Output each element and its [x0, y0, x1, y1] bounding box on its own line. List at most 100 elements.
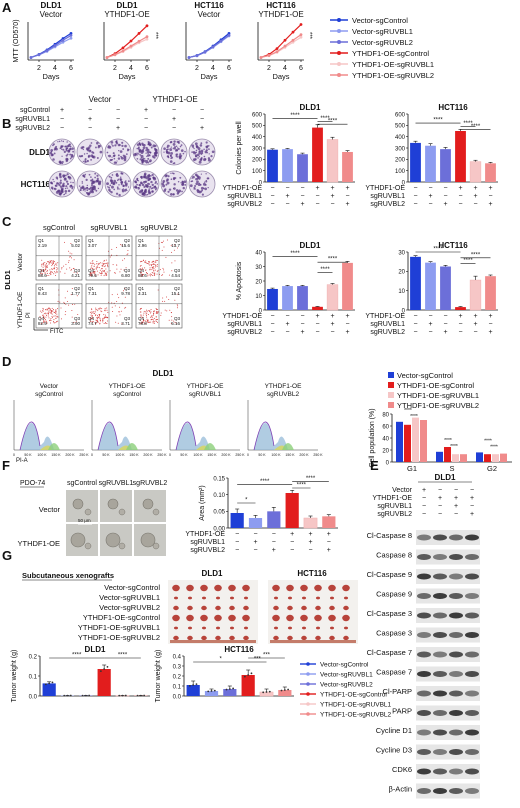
colony [157, 183, 159, 185]
event-dot [148, 320, 149, 321]
treatment-sign: + [285, 321, 289, 328]
treatment-row-label: sgRUVBL1 [370, 193, 405, 200]
tumor [302, 597, 306, 600]
colony [51, 187, 54, 190]
colony [68, 176, 70, 178]
data-point [130, 45, 133, 48]
legend-item: YTHDF1-OE-sgControl [330, 49, 429, 58]
colony [205, 146, 207, 148]
colony [52, 179, 54, 181]
tumor [314, 585, 322, 591]
treatment-row-label: sgRUVBL1 [227, 193, 262, 200]
tumor [230, 597, 234, 600]
colony [61, 149, 62, 150]
event-dot [114, 272, 115, 273]
colony [59, 173, 61, 175]
row-label: sgRUVBL2 [377, 511, 412, 518]
data-point [146, 24, 149, 27]
colony [65, 190, 68, 193]
event-dot [151, 315, 152, 316]
histogram-label: YTHDF1-OE [187, 383, 225, 390]
treatment-sign: − [330, 201, 334, 208]
event-dot [161, 313, 162, 314]
event-dot [65, 314, 66, 315]
colony [83, 161, 84, 162]
x-axis-label: Days [200, 72, 217, 81]
row-label: YTHDF1-OE [372, 495, 412, 502]
tumor [214, 585, 222, 591]
event-dot [68, 251, 69, 252]
band-label: Cl-Caspase 3 [367, 609, 412, 618]
y-tick-label: 0.1 [173, 684, 182, 690]
event-dot [157, 264, 158, 265]
event-dot [52, 310, 53, 311]
event-dot [105, 315, 106, 316]
colony [68, 190, 71, 193]
colony [121, 142, 123, 144]
event-dot [157, 260, 158, 261]
tumor [286, 615, 294, 621]
event-dot [99, 314, 100, 315]
band [433, 535, 447, 541]
event-dot [164, 301, 165, 302]
colony [54, 188, 55, 189]
quadrant-value: 88.6 [38, 273, 47, 278]
blot-strip: Caspase 3 [376, 628, 480, 643]
colony [126, 153, 128, 155]
colony [194, 188, 195, 189]
sig-label: **** [410, 414, 418, 420]
series-line [189, 33, 229, 57]
treatment-sign: + [315, 313, 319, 320]
blot-strip: Cl-Caspase 9 [367, 569, 480, 584]
colony [91, 180, 93, 182]
legend-marker [306, 702, 310, 706]
event-dot [100, 273, 101, 274]
organoid [153, 543, 159, 549]
sign: − [172, 107, 176, 114]
colony [59, 181, 62, 184]
tumor [329, 636, 335, 640]
event-dot [159, 248, 160, 249]
colony [117, 188, 119, 190]
event-dot [103, 314, 104, 315]
event-dot [161, 242, 162, 243]
event-dot [153, 271, 154, 272]
event-dot [107, 266, 108, 267]
colony [137, 158, 139, 160]
colony [147, 160, 148, 161]
bar [342, 263, 353, 310]
tumor [315, 606, 321, 610]
legend-item-G: Vector-sgControl [300, 662, 369, 669]
band [417, 730, 431, 736]
colony [203, 183, 206, 186]
treatment-sign: + [488, 185, 492, 192]
data-point [118, 695, 120, 697]
event-dot [52, 272, 53, 273]
band [465, 691, 479, 697]
sign: − [144, 125, 148, 132]
colony [148, 174, 150, 176]
event-dot [153, 313, 154, 314]
tumor [188, 627, 192, 630]
band [465, 730, 479, 736]
y-tick-label: 600 [252, 112, 263, 118]
y-tick-label: 0.05 [213, 510, 225, 516]
chart-subtitle: YTHDF1-OE [104, 10, 149, 19]
event-dot [91, 311, 92, 312]
colony [65, 193, 66, 194]
event-dot [162, 268, 163, 269]
treatment-sign: − [428, 329, 432, 336]
quadrant-value: 3.31 [138, 291, 147, 296]
event-dot [43, 265, 44, 266]
event-dot [51, 260, 52, 261]
data-point [82, 695, 84, 697]
colony [122, 148, 124, 150]
data-point [130, 40, 133, 43]
event-dot [151, 264, 152, 265]
event-dot [162, 242, 163, 243]
colony [192, 176, 195, 179]
colony [83, 174, 86, 177]
